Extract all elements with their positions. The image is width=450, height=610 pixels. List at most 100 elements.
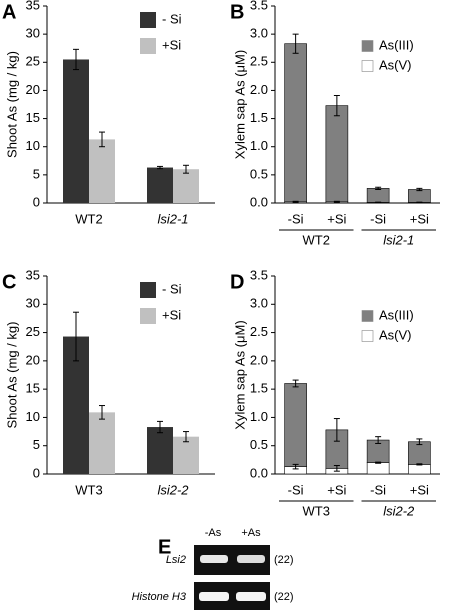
y-axis-label: Xylem sap As (μM) (232, 320, 247, 429)
bar-segment (366, 462, 390, 475)
x-tick-label: +Si (410, 482, 429, 497)
panel-letter: C (2, 271, 16, 293)
legend-label: - Si (162, 11, 182, 26)
y-tick-label: 15 (26, 381, 40, 396)
x-tick-label: +Si (327, 211, 346, 226)
error-bar (416, 438, 423, 446)
error-bar (292, 463, 299, 470)
y-tick-label: 25 (26, 324, 40, 339)
group-label: WT3 (303, 503, 330, 518)
chart: C Shoot As (mg / kg) 0 5 10 15 20 25 30 35 WT3 lsi2… (2, 267, 215, 497)
y-tick-label: 25 (26, 54, 40, 69)
error-bar (416, 187, 423, 192)
y-tick-label: 3.5 (250, 267, 268, 282)
y-tick-label: 30 (26, 26, 40, 41)
legend-label: As(III) (379, 37, 414, 52)
chart: D Xylem sap As (μM) 0.0 0.5 1.0 1.5 2.0 2.5 3.0 3… (230, 267, 440, 518)
x-tick-label: WT3 (75, 482, 102, 497)
lane-label: +As (241, 527, 261, 539)
bar-segment (284, 43, 307, 203)
panel-letter: D (230, 271, 244, 293)
error-bar (183, 431, 189, 443)
error-bar (333, 94, 340, 117)
y-tick-label: 3.5 (250, 0, 268, 12)
error-bar (157, 420, 163, 434)
y-tick-label: 0.5 (250, 166, 268, 181)
x-tick-label: -Si (288, 211, 304, 226)
y-tick-label: 1.0 (250, 138, 268, 153)
legend-label: As(III) (379, 307, 414, 322)
y-tick-label: 2.5 (250, 54, 268, 69)
x-tick-label: +Si (327, 482, 346, 497)
row-label: Lsi2 (166, 554, 186, 566)
x-tick-label: lsi2-1 (157, 211, 188, 226)
y-axis-label: Shoot As (mg / kg) (4, 322, 19, 429)
y-tick-label: 0.5 (250, 437, 268, 452)
y-tick-label: 35 (26, 0, 40, 12)
y-tick-label: 20 (26, 352, 40, 367)
panel-letter: A (2, 1, 16, 23)
x-tick-label: +Si (410, 211, 429, 226)
chart: A Shoot As (mg / kg) 0 5 10 15 20 25 30 35 WT2 lsi2… (2, 0, 215, 226)
legend-label: As(V) (379, 57, 412, 72)
x-tick-label: WT2 (75, 211, 102, 226)
bar (147, 427, 173, 474)
error-bar (99, 405, 105, 420)
error-bar (375, 186, 382, 190)
bar-segment (408, 189, 431, 203)
chart: B Xylem sap As (μM) 0.0 0.5 1.0 1.5 2.0 2.5 3.0 3… (230, 0, 440, 247)
legend-swatch (140, 282, 156, 298)
error-bar (73, 48, 79, 71)
lane-label: -As (205, 527, 222, 539)
y-tick-label: 20 (26, 82, 40, 97)
y-tick-label: 0.0 (250, 465, 268, 480)
y-tick-label: 10 (26, 409, 40, 424)
y-tick-label: 1.0 (250, 409, 268, 424)
group-label: lsi2-2 (383, 503, 415, 518)
gel-band (236, 592, 266, 601)
y-axis-label: Xylem sap As (μM) (232, 50, 247, 159)
x-tick-label: -Si (370, 482, 386, 497)
y-tick-label: 0 (33, 194, 40, 209)
y-axis-label: Shoot As (mg / kg) (4, 51, 19, 158)
error-bar (73, 311, 79, 362)
legend-swatch (140, 38, 156, 54)
x-tick-label: -Si (288, 482, 304, 497)
bar-segment (408, 441, 431, 465)
error-bar (333, 465, 340, 472)
error-bar (292, 379, 299, 388)
y-tick-label: 2.0 (250, 352, 268, 367)
legend-label: - Si (162, 281, 182, 296)
y-tick-label: 3.0 (250, 26, 268, 41)
legend-label: +Si (162, 307, 181, 322)
error-bar (375, 461, 382, 464)
error-bar (333, 200, 340, 203)
y-tick-label: 2.0 (250, 82, 268, 97)
gel-band (199, 592, 229, 601)
error-bar (375, 436, 382, 444)
row-note: (22) (274, 554, 294, 566)
error-bar (333, 418, 340, 442)
y-tick-label: 10 (26, 138, 40, 153)
gel-band (237, 555, 265, 563)
bar-segment (408, 464, 431, 475)
error-bar (157, 165, 163, 170)
group-label: WT2 (303, 232, 330, 247)
y-tick-label: 5 (33, 437, 40, 452)
y-tick-label: 35 (26, 267, 40, 282)
bar-segment (284, 383, 307, 467)
x-tick-label: lsi2-2 (157, 482, 189, 497)
row-note: (22) (274, 591, 294, 603)
legend-label: As(V) (379, 327, 412, 342)
legend-swatch (140, 12, 156, 28)
y-tick-label: 1.5 (250, 110, 268, 125)
bar (89, 139, 115, 203)
error-bar (183, 164, 189, 174)
bar-segment (366, 188, 390, 203)
legend-swatch (361, 310, 374, 322)
y-tick-label: 5 (33, 166, 40, 181)
bar (173, 169, 199, 203)
legend-swatch (140, 308, 156, 324)
y-tick-label: 30 (26, 296, 40, 311)
